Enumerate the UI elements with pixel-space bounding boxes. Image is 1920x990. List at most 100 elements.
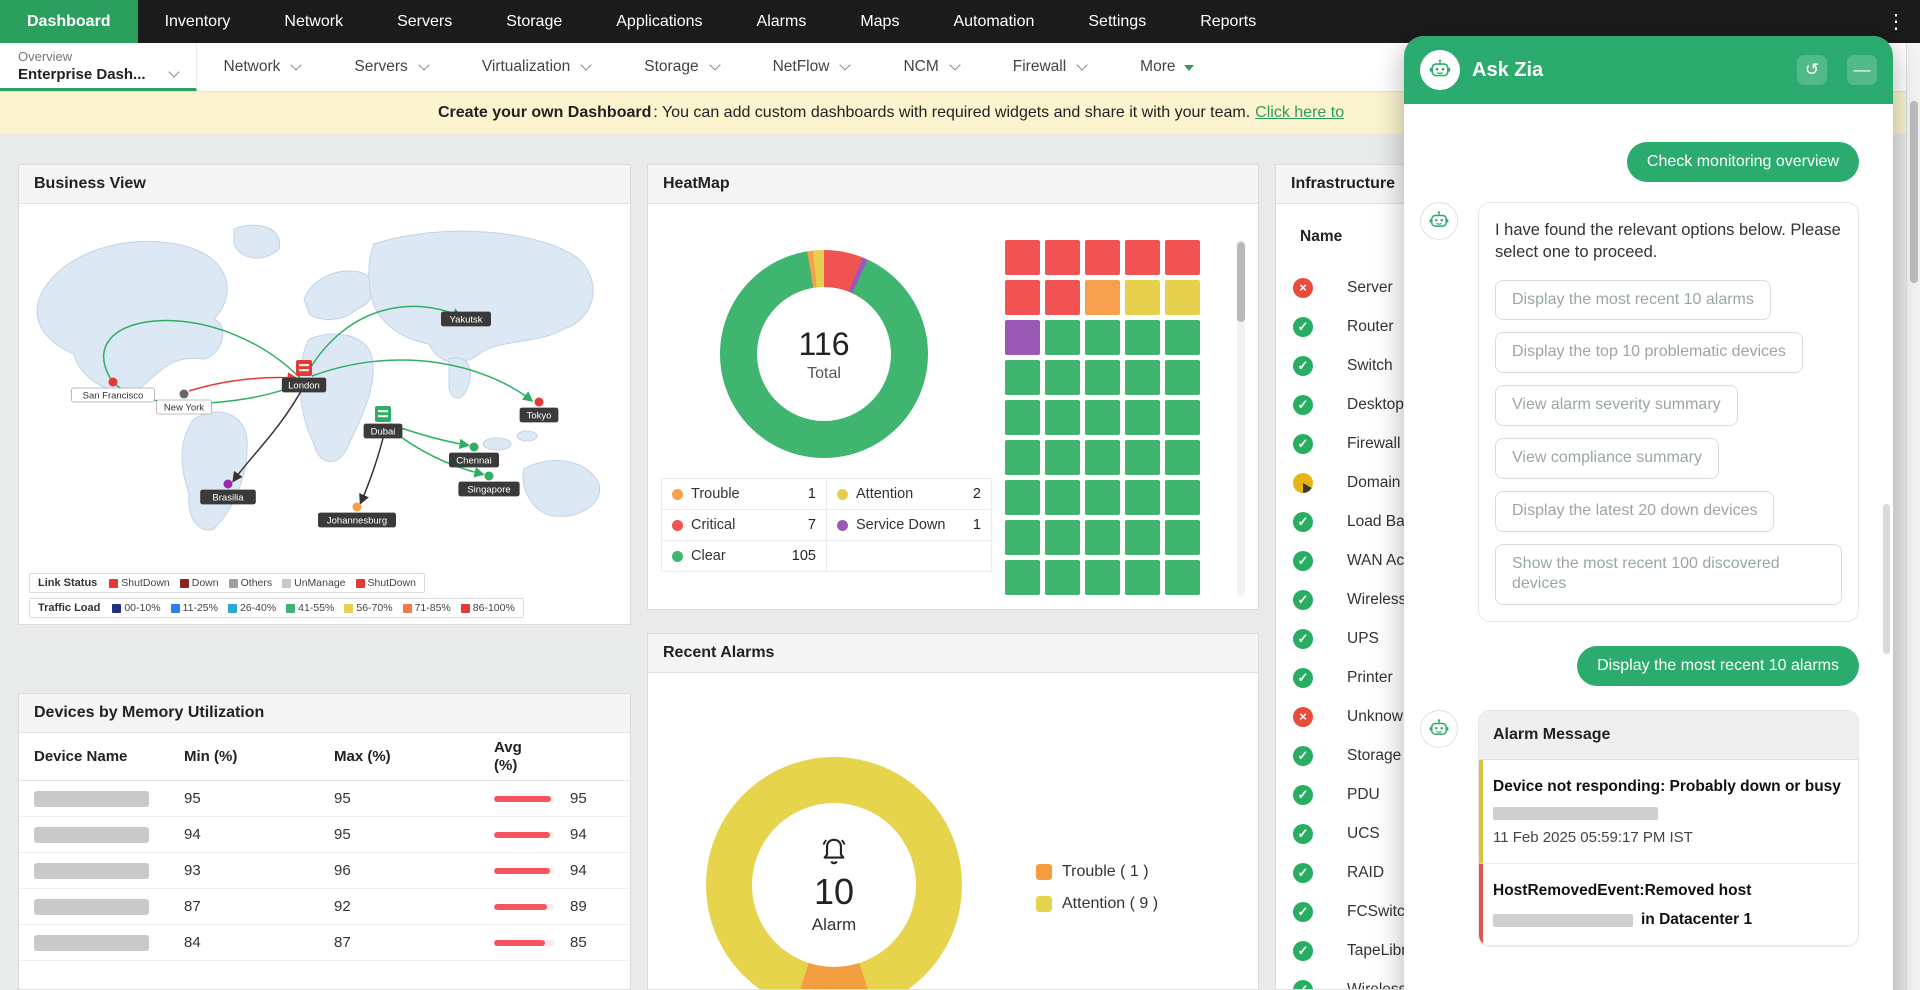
infra-row-ups[interactable]: ✓ UPS [1276, 619, 1891, 658]
infra-row-pdu[interactable]: ✓ PDU [1276, 775, 1891, 814]
tab-storage[interactable]: Storage [617, 43, 745, 91]
banner-link[interactable]: Click here to [1255, 103, 1345, 121]
heatmap-cell-clear[interactable] [1005, 400, 1040, 435]
tab-network[interactable]: Network [197, 43, 328, 91]
heatmap-cell-clear[interactable] [1165, 520, 1200, 555]
heatmap-cell-critical[interactable] [1005, 240, 1040, 275]
map-node-brasilia[interactable]: Brasilia [200, 479, 256, 505]
status-donut-chart[interactable]: 116 Total [720, 250, 928, 458]
tab-servers[interactable]: Servers [327, 43, 454, 91]
nav-item-applications[interactable]: Applications [616, 12, 703, 30]
heatmap-cell-critical[interactable] [1085, 240, 1120, 275]
heatmap-cell-clear[interactable] [1165, 440, 1200, 475]
nav-item-servers[interactable]: Servers [397, 12, 453, 30]
infra-row-ucs[interactable]: ✓ UCS [1276, 814, 1891, 853]
map-node-yakutsk[interactable]: Yakutsk [440, 311, 491, 327]
infra-row-firewall[interactable]: ✓ Firewall [1276, 424, 1891, 463]
nav-item-alarms[interactable]: Alarms [756, 12, 807, 30]
heatmap-cell-clear[interactable] [1125, 440, 1160, 475]
zia-scrollbar-thumb[interactable] [1883, 504, 1890, 654]
zia-option-show-the-most-recent-100-discovered-devices[interactable]: Show the most recent 100 discovered devi… [1495, 543, 1842, 606]
heatmap-cell-critical[interactable] [1165, 240, 1200, 275]
heatmap-cell-critical[interactable] [1005, 280, 1040, 315]
heatmap-cell-critical[interactable] [1045, 280, 1080, 315]
scrollbar-thumb[interactable] [1237, 242, 1245, 322]
heatmap-cell-clear[interactable] [1045, 360, 1080, 395]
heatmap-cell-clear[interactable] [1125, 320, 1160, 355]
map-node-tokyo[interactable]: Tokyo [519, 397, 559, 423]
infra-row-storage[interactable]: ✓ Storage [1276, 736, 1891, 775]
map-node-san-francisco[interactable]: San Francisco [71, 377, 155, 403]
zia-option-display-the-latest-20-down-devices[interactable]: Display the latest 20 down devices [1495, 490, 1775, 532]
heatmap-cell-clear[interactable] [1085, 520, 1120, 555]
infra-row-desktop[interactable]: ✓ Desktop [1276, 385, 1891, 424]
heatmap-cell-clear[interactable] [1005, 520, 1040, 555]
map-node-singapore[interactable]: Singapore [458, 471, 520, 497]
heatmap-cell-service-down[interactable] [1005, 320, 1040, 355]
heatmap-cell-attention[interactable] [1125, 280, 1160, 315]
heatmap-cell-critical[interactable] [1125, 240, 1160, 275]
infra-row-wireless-lan[interactable]: ✓ Wireless LAN [1276, 970, 1891, 989]
map-node-new-york[interactable]: New York [156, 389, 212, 415]
heatmap-cell-clear[interactable] [1085, 360, 1120, 395]
heatmap-cell-clear[interactable] [1045, 400, 1080, 435]
infra-row-fcswitch[interactable]: ✓ FCSwitch [1276, 892, 1891, 931]
heatmap-cell-clear[interactable] [1165, 480, 1200, 515]
map-node-dubai[interactable]: Dubai [363, 406, 403, 439]
heatmap-cell-clear[interactable] [1165, 320, 1200, 355]
heatmap-cell-clear[interactable] [1165, 360, 1200, 395]
memory-table-row[interactable]: 84 87 85 [19, 925, 630, 961]
heatmap-cell-clear[interactable] [1125, 400, 1160, 435]
zia-option-view-alarm-severity-summary[interactable]: View alarm severity summary [1495, 385, 1738, 426]
heatmap-cell-clear[interactable] [1125, 480, 1160, 515]
heatmap-cell-clear[interactable] [1045, 320, 1080, 355]
heatmap-cell-clear[interactable] [1085, 400, 1120, 435]
heatmap-cell-clear[interactable] [1045, 520, 1080, 555]
heatmap-cell-clear[interactable] [1005, 360, 1040, 395]
nav-item-maps[interactable]: Maps [860, 12, 900, 30]
infra-row-unknown[interactable]: × Unknown [1276, 697, 1891, 736]
infra-row-domain[interactable]: Domain [1276, 463, 1891, 502]
heatmap-cell-clear[interactable] [1045, 440, 1080, 475]
tab-enterprise-dashboard[interactable]: Overview Enterprise Dash... [0, 43, 197, 91]
heatmap-cell-clear[interactable] [1085, 440, 1120, 475]
heatmap-cell-clear[interactable] [1085, 320, 1120, 355]
memory-table-row[interactable]: 95 95 95 [19, 781, 630, 817]
heatmap-cell-clear[interactable] [1045, 480, 1080, 515]
memory-table-row[interactable]: 87 92 89 [19, 889, 630, 925]
alarms-donut-chart[interactable]: 10 Alarm [706, 757, 962, 989]
tab-ncm[interactable]: NCM [876, 43, 985, 91]
heatmap-cell-clear[interactable] [1045, 560, 1080, 595]
heatmap-cell-attention[interactable] [1165, 280, 1200, 315]
scrollbar-thumb[interactable] [1910, 101, 1918, 283]
nav-item-dashboard[interactable]: Dashboard [0, 0, 138, 43]
zia-option-view-compliance-summary[interactable]: View compliance summary [1495, 437, 1719, 479]
zia-option-display-the-top-10-problematic-devices[interactable]: Display the top 10 problematic devices [1495, 332, 1803, 374]
infra-row-raid[interactable]: ✓ RAID [1276, 853, 1891, 892]
infra-row-switch[interactable]: ✓ Switch [1276, 346, 1891, 385]
map-node-london[interactable]: London [281, 360, 327, 393]
tab-netflow[interactable]: NetFlow [746, 43, 877, 91]
nav-item-reports[interactable]: Reports [1200, 12, 1257, 30]
heatmap-cell-trouble[interactable] [1085, 280, 1120, 315]
heatmap-cell-clear[interactable] [1005, 440, 1040, 475]
memory-table-row[interactable]: 93 96 94 [19, 853, 630, 889]
infra-row-printer[interactable]: ✓ Printer [1276, 658, 1891, 697]
tab-more[interactable]: More [1113, 43, 1221, 91]
map-node-johannesburg[interactable]: Johannesburg [317, 502, 396, 528]
heatmap-cell-clear[interactable] [1085, 480, 1120, 515]
minimize-icon[interactable]: — [1847, 55, 1877, 85]
infra-row-router[interactable]: ✓ Router [1276, 307, 1891, 346]
reset-icon[interactable]: ↺ [1797, 55, 1827, 85]
heatmap-cell-clear[interactable] [1005, 480, 1040, 515]
nav-item-automation[interactable]: Automation [953, 12, 1035, 30]
tab-virtualization[interactable]: Virtualization [455, 43, 617, 91]
tab-firewall[interactable]: Firewall [986, 43, 1113, 91]
nav-item-inventory[interactable]: Inventory [164, 12, 231, 30]
map-node-chennai[interactable]: Chennai [448, 442, 499, 468]
infra-row-wireless[interactable]: ✓ Wireless [1276, 580, 1891, 619]
nav-item-settings[interactable]: Settings [1088, 12, 1147, 30]
zia-option-display-the-most-recent-10-alarms[interactable]: Display the most recent 10 alarms [1495, 279, 1771, 321]
nav-item-network[interactable]: Network [284, 12, 344, 30]
heatmap-cell-critical[interactable] [1045, 240, 1080, 275]
